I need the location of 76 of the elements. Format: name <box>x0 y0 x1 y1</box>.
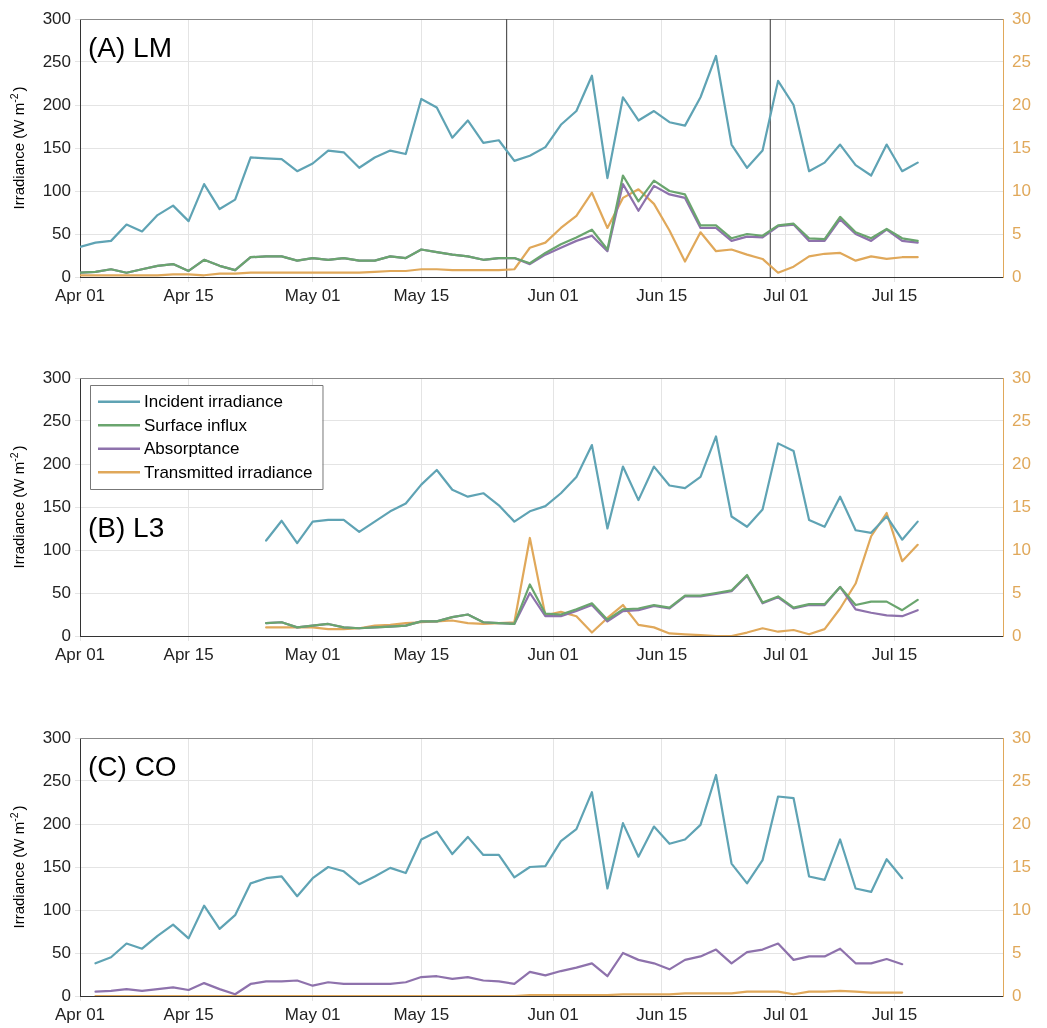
y2-tick-label: 30 <box>1012 727 1031 747</box>
x-tick-label: Jul 15 <box>871 644 918 664</box>
x-tick-label: Jul 01 <box>763 1004 809 1024</box>
x-tick-label: Jun 01 <box>527 1004 579 1024</box>
text: (B) L3 <box>88 512 165 543</box>
x-tick-label: May 01 <box>284 1004 341 1024</box>
y-tick-label: 100 <box>42 539 71 559</box>
x-tick-label: Apr 15 <box>163 285 214 305</box>
x-tick-label: Apr 01 <box>54 644 106 664</box>
y-tick-label: 0 <box>61 985 71 1005</box>
y-tick-label: 200 <box>42 94 71 114</box>
x-tick-label: Jul 15 <box>871 285 918 305</box>
y2-tick-label: 10 <box>1012 539 1031 559</box>
y2-tick-label: 0 <box>1012 625 1022 645</box>
x-tick-label: Apr 15 <box>163 1004 214 1024</box>
legend-label: Transmitted irradiance <box>144 462 313 482</box>
y2-tick-label: 25 <box>1012 51 1031 71</box>
x-tick-label: Jul 01 <box>763 644 809 664</box>
y-tick-label: 150 <box>42 856 71 876</box>
y-tick-label: 200 <box>42 813 71 833</box>
x-tick-label: May 15 <box>393 644 450 664</box>
y2-tick-label: 15 <box>1012 856 1031 876</box>
y-tick-label: 150 <box>42 137 71 157</box>
y-tick-label: 100 <box>42 180 71 200</box>
y-tick-label: 50 <box>52 582 71 602</box>
x-tick-label: Jul 01 <box>763 285 809 305</box>
y2-tick-label: 25 <box>1012 770 1031 790</box>
legend-label: Incident irradiance <box>144 392 283 412</box>
y2-tick-label: 20 <box>1012 453 1031 473</box>
y-tick-label: 300 <box>42 8 71 28</box>
x-tick-label: Jun 15 <box>636 285 688 305</box>
y2-tick-label: 5 <box>1012 223 1022 243</box>
text: (A) LM <box>88 32 172 63</box>
y2-tick-label: 0 <box>1012 266 1022 286</box>
y-tick-label: 200 <box>42 453 71 473</box>
x-tick-label: May 15 <box>393 1004 450 1024</box>
y2-tick-label: 5 <box>1012 582 1022 602</box>
y-axis-title: Irradiance (W m-2) <box>8 805 27 929</box>
y2-tick-label: 10 <box>1012 180 1031 200</box>
y-tick-label: 0 <box>61 625 71 645</box>
y2-tick-label: 15 <box>1012 137 1031 157</box>
y2-tick-label: 25 <box>1012 410 1031 430</box>
y2-tick-label: 30 <box>1012 8 1031 28</box>
y-tick-label: 150 <box>42 496 71 516</box>
y-tick-label: 250 <box>42 410 71 430</box>
y2-tick-label: 20 <box>1012 94 1031 114</box>
x-tick-label: Apr 15 <box>163 644 214 664</box>
y2-tick-label: 15 <box>1012 496 1031 516</box>
y-tick-label: 50 <box>52 223 71 243</box>
x-tick-label: Jun 15 <box>636 1004 688 1024</box>
x-tick-label: Apr 01 <box>54 285 106 305</box>
x-tick-label: May 01 <box>284 285 341 305</box>
x-tick-label: Jun 01 <box>527 285 579 305</box>
x-tick-label: Jun 15 <box>636 644 688 664</box>
legend-label: Absorptance <box>144 439 240 459</box>
y-tick-label: 0 <box>61 266 71 286</box>
y2-tick-label: 30 <box>1012 367 1031 387</box>
x-tick-label: May 01 <box>284 644 341 664</box>
y-axis-title: Irradiance (W m-2) <box>8 86 27 210</box>
y-tick-label: 250 <box>42 51 71 71</box>
x-tick-label: Jul 15 <box>871 1004 918 1024</box>
y-tick-label: 300 <box>42 727 71 747</box>
x-tick-label: Apr 01 <box>54 1004 106 1024</box>
y-tick-label: 50 <box>52 942 71 962</box>
x-tick-label: May 15 <box>393 285 450 305</box>
legend-label: Surface influx <box>144 415 248 435</box>
x-tick-label: Jun 01 <box>527 644 579 664</box>
text: (C) CO <box>88 751 177 782</box>
y2-tick-label: 20 <box>1012 813 1031 833</box>
y-tick-label: 300 <box>42 367 71 387</box>
y-tick-label: 250 <box>42 770 71 790</box>
y-axis-title: Irradiance (W m-2) <box>8 445 27 569</box>
y-tick-label: 100 <box>42 899 71 919</box>
y2-tick-label: 0 <box>1012 985 1022 1005</box>
y2-tick-label: 5 <box>1012 942 1022 962</box>
y2-tick-label: 10 <box>1012 899 1031 919</box>
